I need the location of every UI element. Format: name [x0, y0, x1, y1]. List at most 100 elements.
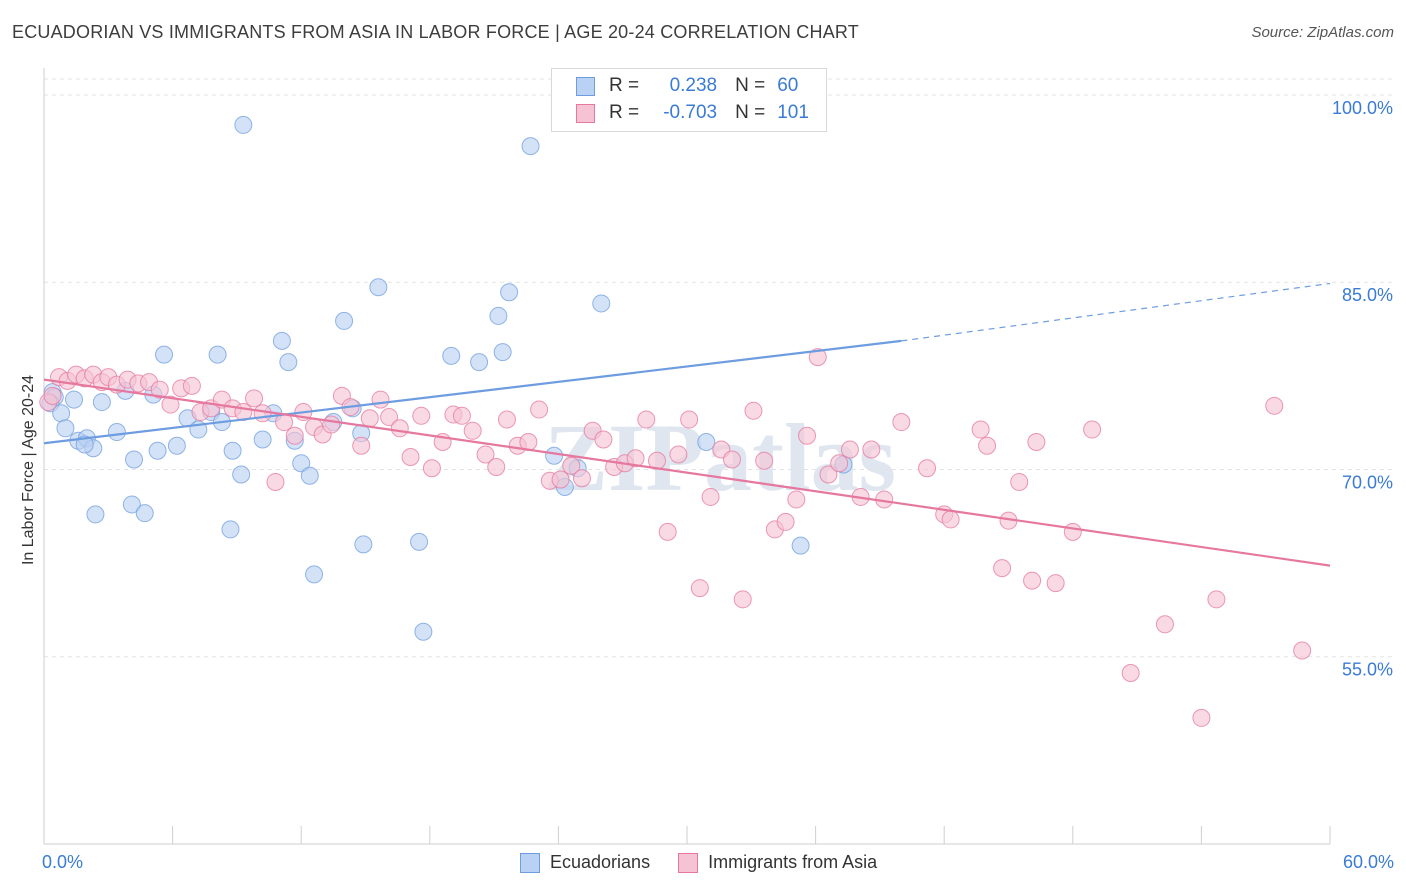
legend-r-label: R = [609, 75, 640, 96]
y-tick-label: 55.0% [1342, 660, 1393, 680]
data-point-ecuadorians [148, 441, 167, 460]
data-point-immigrants-from-asia [360, 409, 379, 428]
data-point-immigrants-from-asia [161, 395, 180, 414]
legend-r-value: -0.703 [663, 102, 718, 123]
data-point-ecuadorians [493, 343, 512, 362]
data-point-immigrants-from-asia [245, 389, 264, 408]
data-point-ecuadorians [279, 353, 298, 372]
data-point-ecuadorians [223, 441, 242, 460]
data-point-immigrants-from-asia [476, 445, 495, 464]
data-point-immigrants-from-asia [1155, 615, 1174, 634]
data-point-ecuadorians [56, 419, 75, 438]
trend-lines [43, 282, 1331, 567]
data-point-immigrants-from-asia [1010, 472, 1029, 491]
legend-label-ecuadorians: Ecuadorians [550, 852, 651, 872]
data-point-immigrants-from-asia [43, 386, 62, 405]
data-point-immigrants-from-asia [658, 522, 677, 541]
data-point-immigrants-from-asia [978, 436, 997, 455]
data-point-immigrants-from-asia [401, 448, 420, 466]
data-point-immigrants-from-asia [637, 410, 656, 429]
data-point-ecuadorians [489, 306, 508, 325]
data-point-immigrants-from-asia [412, 406, 431, 425]
data-point-immigrants-from-asia [1121, 663, 1140, 682]
data-point-immigrants-from-asia [971, 420, 990, 439]
data-point-ecuadorians [592, 294, 611, 313]
data-point-ecuadorians [86, 505, 105, 524]
data-point-immigrants-from-asia [669, 445, 688, 464]
data-point-immigrants-from-asia [1063, 522, 1082, 541]
chart-title: ECUADORIAN VS IMMIGRANTS FROM ASIA IN LA… [12, 22, 859, 42]
data-point-immigrants-from-asia [701, 487, 720, 506]
data-point-ecuadorians [300, 466, 319, 485]
y-tick-label: 70.0% [1342, 472, 1393, 492]
data-point-ecuadorians [125, 450, 144, 469]
data-point-immigrants-from-asia [371, 390, 390, 409]
data-point-immigrants-from-asia [1265, 396, 1284, 415]
data-point-immigrants-from-asia [755, 451, 774, 470]
data-point-immigrants-from-asia [422, 459, 441, 478]
data-point-ecuadorians [107, 423, 126, 442]
data-point-immigrants-from-asia [562, 456, 581, 475]
data-point-immigrants-from-asia [594, 430, 613, 449]
data-point-ecuadorians [697, 433, 716, 452]
data-point-immigrants-from-asia [918, 459, 937, 478]
y-tick-label: 85.0% [1342, 285, 1393, 305]
data-point-ecuadorians [232, 465, 251, 484]
data-point-ecuadorians [305, 565, 324, 584]
data-point-immigrants-from-asia [572, 469, 591, 488]
data-point-immigrants-from-asia [1293, 641, 1312, 660]
data-point-ecuadorians [442, 346, 461, 365]
legend-row-ecuadorians: R = 0.238 N = 60 [576, 75, 798, 97]
data-point-immigrants-from-asia [733, 590, 752, 609]
data-point-immigrants-from-asia [452, 406, 471, 425]
data-point-immigrants-from-asia [776, 512, 795, 531]
data-point-immigrants-from-asia [787, 490, 806, 509]
legend-n-value: 60 [777, 75, 799, 96]
data-point-ecuadorians [272, 331, 291, 350]
data-point-ecuadorians [92, 393, 111, 412]
data-point-immigrants-from-asia [993, 559, 1012, 578]
data-point-immigrants-from-asia [941, 510, 960, 529]
data-point-immigrants-from-asia [150, 380, 169, 399]
y-tick-label: 100.0% [1332, 98, 1393, 118]
legend-n-label: N = [735, 102, 766, 123]
legend-swatch-blue [520, 852, 540, 873]
legend-swatch-pink [576, 103, 595, 123]
data-point-ecuadorians [167, 436, 186, 455]
data-point-immigrants-from-asia [840, 440, 859, 459]
data-point-immigrants-from-asia [798, 426, 817, 445]
legend-row-immigrants-from-asia: R = -0.703 N = 101 [576, 102, 809, 124]
data-point-ecuadorians [122, 495, 141, 514]
data-point-immigrants-from-asia [1027, 433, 1046, 452]
grid-lines [44, 78, 1393, 658]
legend-item-ecuadorians: Ecuadorians [520, 852, 650, 873]
legend-label-immigrants-from-asia: Immigrants from Asia [708, 852, 878, 872]
data-point-immigrants-from-asia [463, 421, 482, 440]
data-point-immigrants-from-asia [322, 415, 341, 434]
legend-r-label: R = [609, 102, 640, 123]
data-point-immigrants-from-asia [744, 401, 763, 420]
data-point-immigrants-from-asia [551, 470, 570, 489]
data-point-ecuadorians [791, 536, 810, 555]
data-point-immigrants-from-asia [808, 348, 827, 367]
data-point-immigrants-from-asia [892, 413, 911, 432]
axes [43, 68, 1331, 845]
data-point-ecuadorians [253, 430, 272, 449]
data-point-ecuadorians [208, 345, 227, 364]
trend-line-ecuadorians-extension [901, 282, 1331, 342]
data-point-immigrants-from-asia [626, 449, 645, 468]
legend-swatch-pink [678, 852, 699, 873]
series-legend: Ecuadorians Immigrants from Asia [520, 852, 905, 873]
data-point-immigrants-from-asia [285, 426, 304, 445]
data-point-immigrants-from-asia [530, 400, 549, 419]
data-point-immigrants-from-asia [1192, 708, 1211, 727]
data-point-immigrants-from-asia [266, 472, 285, 491]
data-point-ecuadorians [470, 353, 489, 372]
data-point-ecuadorians [414, 622, 433, 641]
data-point-ecuadorians [369, 278, 388, 297]
trend-line-ecuadorians [43, 339, 902, 445]
data-point-immigrants-from-asia [487, 457, 506, 476]
data-point-ecuadorians [521, 137, 540, 156]
data-point-immigrants-from-asia [352, 436, 371, 455]
